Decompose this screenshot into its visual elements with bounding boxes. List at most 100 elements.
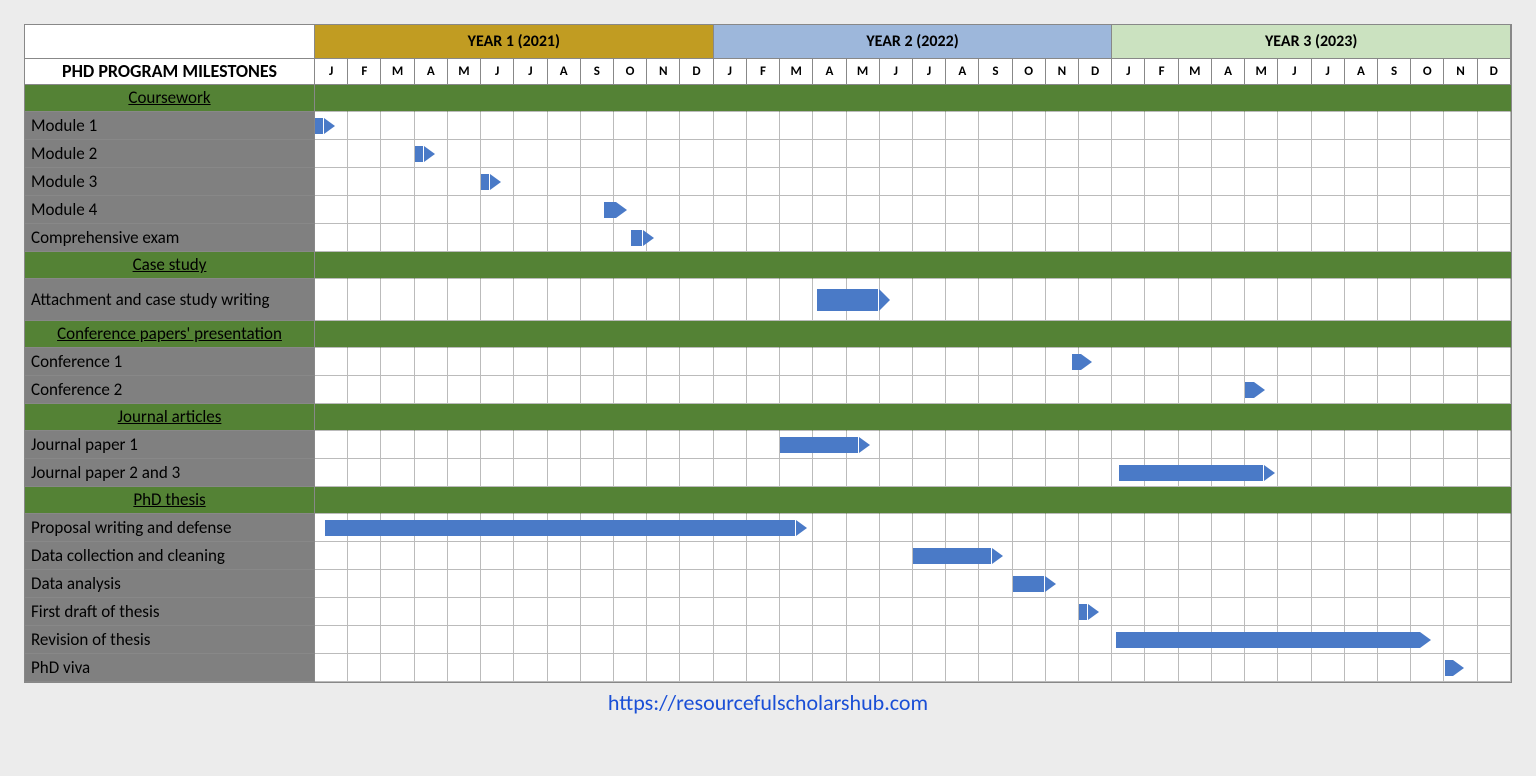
grid-cell (514, 542, 547, 570)
grid-cell (1378, 252, 1411, 279)
grid-cell (1212, 542, 1245, 570)
grid-cell (913, 404, 946, 431)
grid-cell (548, 598, 581, 626)
grid-cell (946, 542, 979, 570)
grid-cell (913, 224, 946, 252)
grid-cell (1345, 224, 1378, 252)
grid-cell (880, 626, 913, 654)
grid-cell (1046, 626, 1079, 654)
grid-cell (415, 654, 448, 682)
grid-cell (448, 431, 481, 459)
grid-cell (813, 252, 846, 279)
grid-cell (1245, 598, 1278, 626)
grid-cell (747, 654, 780, 682)
grid-cell (747, 514, 780, 542)
grid-cell (1145, 252, 1178, 279)
grid-cell (514, 598, 547, 626)
grid-cell (1478, 376, 1511, 404)
grid-cell (1079, 348, 1112, 376)
grid-cell (415, 376, 448, 404)
grid-cell (1145, 85, 1178, 112)
grid-cell (1278, 404, 1311, 431)
grid-cell (747, 168, 780, 196)
grid-cell (913, 140, 946, 168)
grid-cell (581, 196, 614, 224)
grid-cell (847, 487, 880, 514)
footer-link[interactable]: https://resourcefulscholarshub.com (608, 689, 928, 716)
grid-cell (1013, 140, 1046, 168)
grid-cell (1378, 459, 1411, 487)
grid-cell (415, 487, 448, 514)
grid-cell (1278, 348, 1311, 376)
grid-cell (1079, 542, 1112, 570)
grid-cell (1013, 348, 1046, 376)
grid-cell (548, 514, 581, 542)
grid-cell (1179, 321, 1212, 348)
grid-cell (315, 224, 348, 252)
grid-cell (1444, 196, 1477, 224)
grid-cell (1112, 112, 1145, 140)
task-label: Revision of thesis (25, 626, 315, 654)
timeline-cells (315, 626, 1511, 654)
grid-cell (714, 514, 747, 542)
grid-cell (780, 598, 813, 626)
grid-cell (680, 570, 713, 598)
grid-cell (780, 654, 813, 682)
grid-cell (1345, 252, 1378, 279)
month-header: J (1312, 59, 1345, 85)
grid-cell (847, 514, 880, 542)
grid-cell (1079, 626, 1112, 654)
task-label: Attachment and case study writing (25, 279, 315, 321)
grid-cell (1378, 487, 1411, 514)
grid-cell (1245, 487, 1278, 514)
grid-cell (548, 542, 581, 570)
timeline-cells (315, 112, 1511, 140)
grid-cell (614, 598, 647, 626)
grid-cell (1444, 112, 1477, 140)
grid-cell (1046, 85, 1079, 112)
grid-cell (1444, 487, 1477, 514)
grid-cell (946, 321, 979, 348)
grid-cell (714, 196, 747, 224)
footer: https://resourcefulscholarshub.com (24, 683, 1512, 716)
grid-cell (1245, 626, 1278, 654)
grid-cell (714, 85, 747, 112)
grid-cell (348, 654, 381, 682)
grid-cell (1212, 196, 1245, 224)
grid-cell (548, 112, 581, 140)
grid-cell (514, 112, 547, 140)
grid-cell (946, 598, 979, 626)
grid-cell (880, 598, 913, 626)
month-header: J (1278, 59, 1311, 85)
task-row: Module 2 (25, 140, 1511, 168)
grid-cell (381, 168, 414, 196)
grid-cell (847, 404, 880, 431)
grid-cell (315, 404, 348, 431)
grid-cell (1312, 279, 1345, 321)
grid-cell (1079, 112, 1112, 140)
grid-cell (614, 168, 647, 196)
section-label: Journal articles (25, 404, 315, 431)
grid-cell (880, 140, 913, 168)
grid-cell (847, 196, 880, 224)
grid-cell (381, 431, 414, 459)
grid-cell (1345, 376, 1378, 404)
grid-cell (381, 376, 414, 404)
grid-cell (880, 85, 913, 112)
year-header: YEAR 1 (2021) (315, 25, 714, 59)
grid-cell (1245, 85, 1278, 112)
grid-cell (847, 321, 880, 348)
grid-cell (614, 279, 647, 321)
grid-cell (1179, 654, 1212, 682)
grid-cell (514, 168, 547, 196)
grid-cell (880, 459, 913, 487)
grid-cell (1013, 598, 1046, 626)
grid-cell (381, 196, 414, 224)
grid-cell (315, 487, 348, 514)
grid-cell (1112, 487, 1145, 514)
grid-cell (979, 85, 1012, 112)
grid-cell (1112, 252, 1145, 279)
task-label: PhD viva (25, 654, 315, 682)
grid-cell (1179, 85, 1212, 112)
grid-cell (581, 321, 614, 348)
